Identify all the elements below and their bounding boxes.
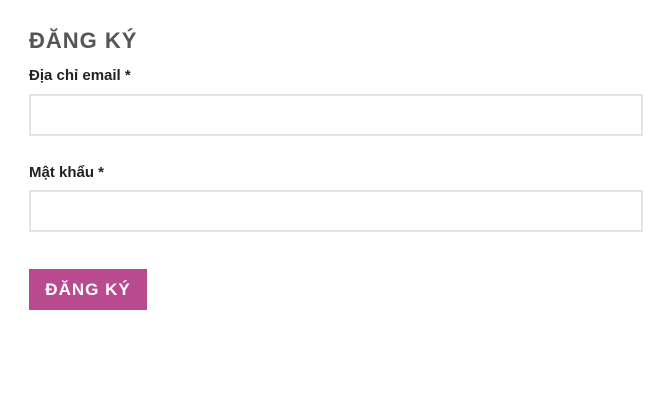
register-button[interactable]: ĐĂNG KÝ [29, 269, 147, 310]
password-label: Mật khẩu * [29, 164, 105, 181]
page-title: ĐĂNG KÝ [29, 28, 138, 53]
email-field[interactable] [29, 94, 643, 136]
email-label: Địa chỉ email * [29, 67, 131, 84]
password-field[interactable] [29, 190, 643, 232]
